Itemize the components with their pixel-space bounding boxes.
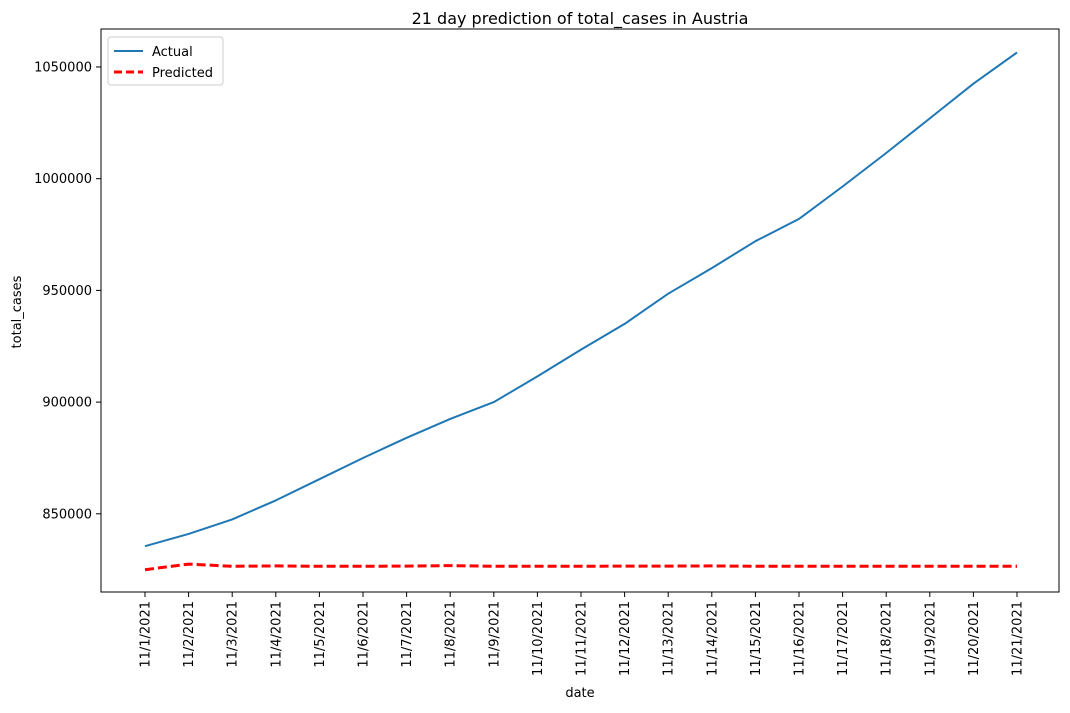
x-tick-label: 11/5/2021	[313, 601, 328, 668]
x-tick-label: 11/21/2021	[1011, 601, 1026, 676]
x-tick-label: 11/9/2021	[487, 601, 502, 668]
legend-predicted-label: Predicted	[152, 66, 213, 81]
data-point-predicted	[623, 565, 625, 567]
data-point-actual	[231, 518, 233, 520]
data-point-actual	[972, 83, 974, 85]
data-point-predicted	[144, 568, 146, 570]
data-point-actual	[362, 457, 364, 459]
data-point-actual	[798, 218, 800, 220]
plot-area	[144, 51, 1018, 572]
x-tick-label: 11/13/2021	[662, 601, 677, 676]
x-tick-label: 11/18/2021	[880, 601, 895, 676]
x-tick-label: 11/16/2021	[793, 601, 808, 676]
data-point-actual	[493, 401, 495, 403]
data-point-predicted	[536, 565, 538, 567]
series-line-actual	[144, 51, 1018, 548]
series-line-predicted	[144, 562, 1017, 572]
data-point-actual	[1016, 51, 1018, 53]
x-tick-label: 11/20/2021	[967, 601, 982, 676]
x-tick-label: 11/17/2021	[836, 601, 851, 676]
y-tick-label: 1050000	[34, 60, 92, 75]
data-point-actual	[144, 545, 146, 547]
x-tick-label: 11/8/2021	[444, 601, 459, 668]
data-point-actual	[885, 152, 887, 154]
x-tick-label: 11/15/2021	[749, 601, 764, 676]
y-tick-label: 1000000	[34, 172, 92, 187]
data-point-actual	[536, 375, 538, 377]
x-tick-label: 11/12/2021	[618, 601, 633, 676]
data-point-actual	[187, 533, 189, 535]
data-point-predicted	[318, 565, 320, 567]
data-point-predicted	[929, 565, 931, 567]
x-axis-label: date	[565, 686, 594, 701]
data-point-predicted	[1016, 565, 1018, 567]
x-tick-label: 11/4/2021	[269, 601, 284, 668]
x-tick-label: 11/2/2021	[182, 601, 197, 668]
data-point-predicted	[493, 565, 495, 567]
data-point-actual	[580, 348, 582, 350]
data-point-predicted	[405, 565, 407, 567]
data-point-predicted	[449, 564, 451, 566]
data-point-actual	[711, 267, 713, 269]
chart-title: 21 day prediction of total_cases in Aust…	[412, 9, 749, 29]
legend-actual-label: Actual	[152, 45, 193, 60]
x-tick-label: 11/11/2021	[575, 601, 590, 676]
data-point-predicted	[885, 565, 887, 567]
data-point-actual	[841, 185, 843, 187]
data-point-predicted	[798, 565, 800, 567]
y-axis-label: total_cases	[10, 275, 25, 348]
legend-box	[107, 36, 224, 86]
x-tick-label: 11/1/2021	[139, 601, 154, 668]
data-point-actual	[449, 418, 451, 420]
legend: Actual Predicted	[107, 36, 224, 86]
y-axis: 850000 900000 950000 1000000 1050000	[34, 60, 101, 522]
x-tick-label: 11/14/2021	[705, 601, 720, 676]
data-point-predicted	[580, 565, 582, 567]
data-point-predicted	[362, 565, 364, 567]
y-tick-label: 900000	[42, 396, 92, 411]
data-point-predicted	[711, 565, 713, 567]
data-point-predicted	[231, 565, 233, 567]
data-point-actual	[405, 437, 407, 439]
y-tick-label: 950000	[42, 284, 92, 299]
data-point-predicted	[187, 563, 189, 565]
x-tick-label: 11/7/2021	[400, 601, 415, 668]
x-tick-label: 11/19/2021	[923, 601, 938, 676]
x-tick-label: 11/10/2021	[531, 601, 546, 676]
data-point-predicted	[972, 565, 974, 567]
data-point-predicted	[754, 565, 756, 567]
x-tick-label: 11/3/2021	[226, 601, 241, 668]
data-point-actual	[754, 240, 756, 242]
x-tick-label: 11/6/2021	[357, 601, 372, 668]
plot-frame	[100, 28, 1060, 593]
data-point-predicted	[667, 565, 669, 567]
data-point-predicted	[275, 565, 277, 567]
data-point-actual	[275, 499, 277, 501]
data-point-actual	[667, 293, 669, 295]
data-point-actual	[318, 478, 320, 480]
data-point-actual	[623, 323, 625, 325]
data-point-predicted	[841, 565, 843, 567]
x-axis: 11/1/2021 11/2/2021 11/3/2021 11/4/2021 11/5…	[139, 592, 1026, 676]
data-point-actual	[929, 117, 931, 119]
y-tick-label: 850000	[42, 507, 92, 522]
